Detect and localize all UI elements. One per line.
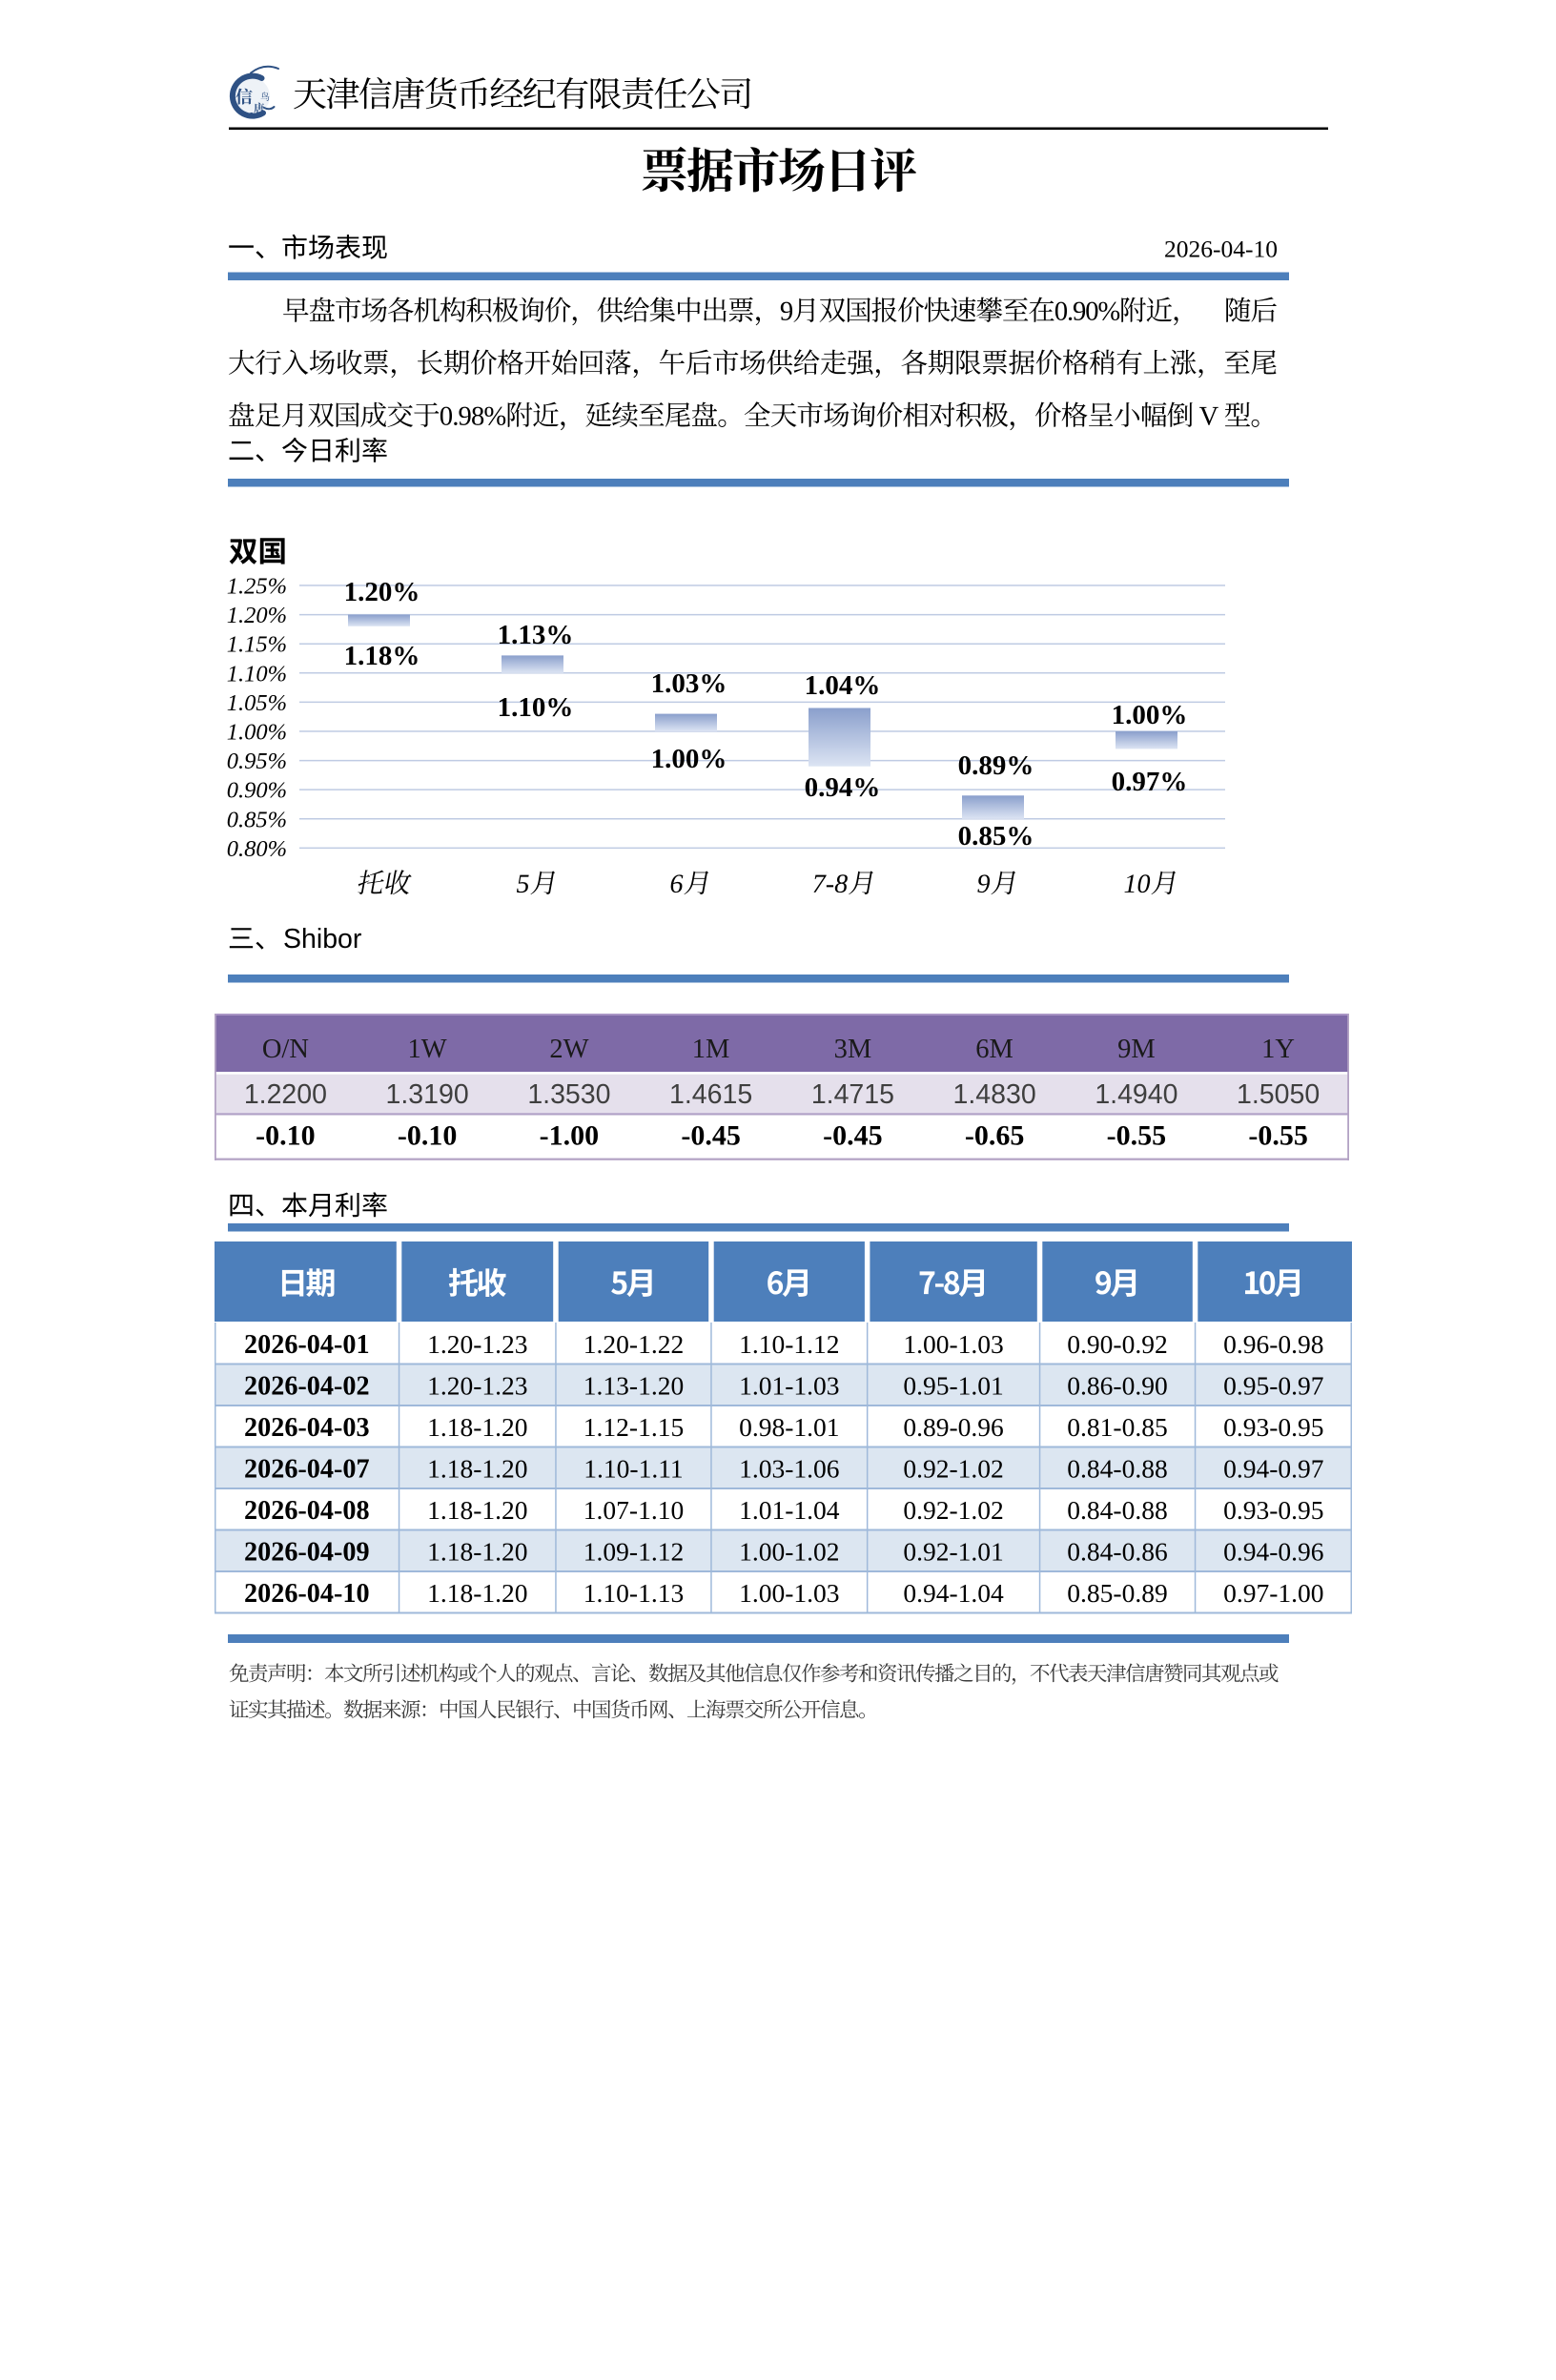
svg-text:-0.10: -0.10 [256,1120,316,1152]
svg-text:0.90%: 0.90% [227,778,287,804]
svg-text:9M: 9M [1117,1035,1156,1064]
svg-text:0.89-0.96: 0.89-0.96 [903,1412,1003,1442]
svg-text:0.94-0.96: 0.94-0.96 [1223,1537,1323,1567]
svg-text:2W: 2W [549,1035,588,1064]
svg-text:2026-04-07: 2026-04-07 [244,1455,370,1485]
svg-text:2026-04-03: 2026-04-03 [244,1413,370,1443]
svg-text:1.3190: 1.3190 [386,1079,469,1110]
svg-text:1.18-1.20: 1.18-1.20 [427,1537,527,1567]
svg-text:2026-04-02: 2026-04-02 [244,1372,370,1402]
svg-text:1.20-1.23: 1.20-1.23 [427,1371,527,1401]
svg-text:2026-04-09: 2026-04-09 [244,1538,370,1568]
svg-text:1.10-1.12: 1.10-1.12 [739,1329,839,1359]
svg-text:1.01-1.03: 1.01-1.03 [739,1371,839,1401]
svg-text:0.81-0.85: 0.81-0.85 [1067,1412,1167,1442]
svg-text:0.84-0.88: 0.84-0.88 [1067,1454,1167,1484]
svg-text:1.15%: 1.15% [227,632,287,658]
svg-text:1.20-1.22: 1.20-1.22 [584,1329,684,1359]
svg-text:0.80%: 0.80% [227,836,287,862]
svg-text:1.10%: 1.10% [227,661,287,687]
svg-text:1.18-1.20: 1.18-1.20 [427,1454,527,1484]
svg-text:2026-04-10: 2026-04-10 [244,1579,370,1609]
svg-text:1.20%: 1.20% [344,577,420,607]
svg-text:0.85%: 0.85% [227,807,287,832]
svg-text:1.18%: 1.18% [344,641,420,671]
svg-text:0.97%: 0.97% [1112,767,1188,797]
svg-text:0.98-1.01: 0.98-1.01 [739,1412,839,1442]
svg-text:0.94-0.97: 0.94-0.97 [1223,1454,1323,1484]
svg-text:1.20-1.23: 1.20-1.23 [427,1329,527,1359]
svg-text:6M: 6M [975,1035,1013,1064]
svg-text:1.4615: 1.4615 [669,1079,752,1110]
svg-text:1.2200: 1.2200 [244,1079,327,1110]
svg-text:1.13%: 1.13% [498,620,574,650]
svg-text:1.10-1.11: 1.10-1.11 [584,1454,683,1484]
svg-text:0.86-0.90: 0.86-0.90 [1067,1371,1167,1401]
svg-text:2026-04-01: 2026-04-01 [244,1330,370,1360]
svg-text:-0.55: -0.55 [1248,1120,1308,1152]
svg-text:1.18-1.20: 1.18-1.20 [427,1495,527,1525]
svg-text:1.00%: 1.00% [651,744,727,774]
svg-text:1.5050: 1.5050 [1237,1079,1320,1110]
svg-text:1.12-1.15: 1.12-1.15 [584,1412,684,1442]
svg-text:1.10%: 1.10% [498,692,574,723]
svg-text:0.89%: 0.89% [958,750,1034,781]
svg-text:1.00%: 1.00% [227,720,287,746]
svg-text:1.13-1.20: 1.13-1.20 [584,1371,684,1401]
svg-text:1.00-1.02: 1.00-1.02 [739,1537,839,1567]
svg-text:O/N: O/N [262,1035,309,1064]
svg-text:-0.45: -0.45 [681,1120,741,1152]
svg-text:0.85%: 0.85% [958,821,1034,851]
svg-text:2026-04-08: 2026-04-08 [244,1496,370,1526]
svg-text:-0.55: -0.55 [1107,1120,1167,1152]
svg-text:1.03%: 1.03% [651,668,727,699]
svg-text:1.00%: 1.00% [1112,700,1188,730]
svg-text:0.84-0.86: 0.84-0.86 [1067,1537,1167,1567]
svg-text:1.3530: 1.3530 [527,1079,610,1110]
svg-text:0.90-0.92: 0.90-0.92 [1067,1329,1167,1359]
svg-text:Shibor: Shibor [283,924,362,954]
svg-text:-0.65: -0.65 [965,1120,1025,1152]
svg-text:1.4715: 1.4715 [811,1079,894,1110]
svg-text:2026-04-10: 2026-04-10 [1164,236,1278,263]
svg-text:1W: 1W [408,1035,447,1064]
svg-text:1.4940: 1.4940 [1095,1079,1177,1110]
svg-text:1M: 1M [692,1035,730,1064]
svg-text:3M: 3M [834,1035,872,1064]
svg-text:1.04%: 1.04% [805,670,881,701]
svg-text:1.05%: 1.05% [227,690,287,716]
svg-text:0.92-1.01: 0.92-1.01 [903,1537,1003,1567]
svg-text:-1.00: -1.00 [540,1120,600,1152]
svg-text:1.25%: 1.25% [227,574,287,600]
svg-text:1.00-1.03: 1.00-1.03 [739,1578,839,1608]
svg-text:1.00-1.03: 1.00-1.03 [903,1329,1003,1359]
svg-text:1Y: 1Y [1261,1035,1295,1064]
svg-text:1.07-1.10: 1.07-1.10 [584,1495,684,1525]
svg-text:0.94-1.04: 0.94-1.04 [903,1578,1004,1608]
svg-text:0.93-0.95: 0.93-0.95 [1223,1412,1323,1442]
svg-text:1.4830: 1.4830 [953,1079,1036,1110]
svg-text:0.84-0.88: 0.84-0.88 [1067,1495,1167,1525]
svg-text:0.92-1.02: 0.92-1.02 [903,1495,1003,1525]
svg-text:0.95-1.01: 0.95-1.01 [903,1371,1003,1401]
svg-text:1.10-1.13: 1.10-1.13 [584,1578,684,1608]
svg-text:0.94%: 0.94% [805,772,881,803]
svg-text:1.18-1.20: 1.18-1.20 [427,1412,527,1442]
svg-text:1.03-1.06: 1.03-1.06 [739,1454,839,1484]
svg-text:0.95-0.97: 0.95-0.97 [1223,1371,1323,1401]
svg-text:1.01-1.04: 1.01-1.04 [739,1495,840,1525]
svg-text:0.95%: 0.95% [227,749,287,774]
svg-text:0.85-0.89: 0.85-0.89 [1067,1578,1167,1608]
svg-text:-0.45: -0.45 [823,1120,883,1152]
svg-text:1.09-1.12: 1.09-1.12 [584,1537,684,1567]
svg-text:0.97-1.00: 0.97-1.00 [1223,1578,1323,1608]
svg-text:1.20%: 1.20% [227,603,287,628]
svg-text:1.18-1.20: 1.18-1.20 [427,1578,527,1608]
svg-text:0.92-1.02: 0.92-1.02 [903,1454,1003,1484]
svg-text:0.96-0.98: 0.96-0.98 [1223,1329,1323,1359]
svg-text:-0.10: -0.10 [398,1120,458,1152]
svg-text:0.93-0.95: 0.93-0.95 [1223,1495,1323,1525]
